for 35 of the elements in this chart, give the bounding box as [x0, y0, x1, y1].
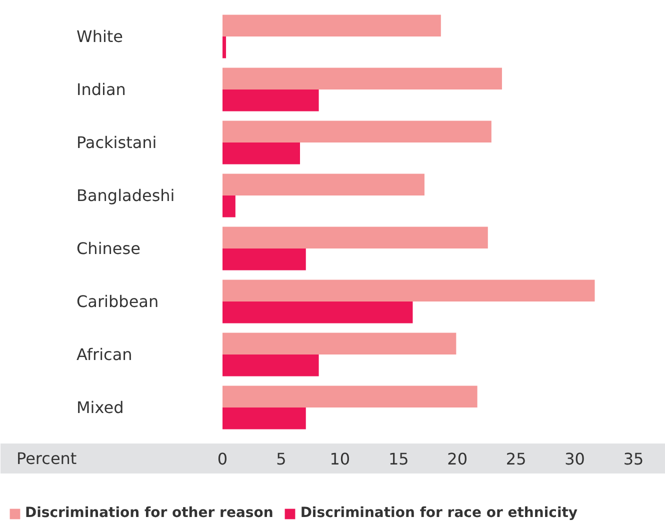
- y-tick-label: Caribbean: [76, 292, 159, 311]
- y-tick-label: Packistani: [76, 133, 157, 152]
- bar: [222, 354, 319, 376]
- x-tick-label: 10: [330, 450, 350, 468]
- bar: [222, 142, 300, 164]
- y-tick-label: Mixed: [76, 398, 124, 417]
- x-axis-title: Percent: [16, 449, 77, 468]
- bar: [222, 120, 492, 142]
- bar: [222, 386, 478, 408]
- x-tick-label: 15: [388, 450, 409, 468]
- y-tick-label: Indian: [76, 80, 126, 99]
- bar: [222, 196, 236, 218]
- y-tick-label: Bangladeshi: [76, 186, 175, 205]
- bar: [222, 280, 595, 302]
- bar: [222, 226, 488, 248]
- bar: [222, 248, 306, 270]
- y-tick-label: African: [76, 345, 132, 364]
- x-tick-label: 20: [447, 450, 468, 468]
- bar: [222, 68, 502, 90]
- bar: [222, 90, 319, 112]
- y-tick-label: Chinese: [76, 239, 140, 258]
- x-tick-label: 25: [506, 450, 526, 468]
- legend-label: Discrimination for other reason: [25, 505, 274, 521]
- x-tick-label: 30: [564, 450, 585, 468]
- legend-label: Discrimination for race or ethnicity: [300, 505, 578, 521]
- bar: [222, 332, 456, 354]
- x-tick-label: 0: [217, 450, 228, 468]
- bar: [222, 408, 306, 430]
- y-tick-label: White: [76, 27, 124, 46]
- bar: [222, 36, 226, 58]
- bar: [222, 14, 441, 36]
- x-tick-label: 5: [276, 450, 286, 468]
- x-tick-label: 35: [623, 450, 644, 468]
- bar: [222, 174, 424, 196]
- bar: [222, 302, 413, 324]
